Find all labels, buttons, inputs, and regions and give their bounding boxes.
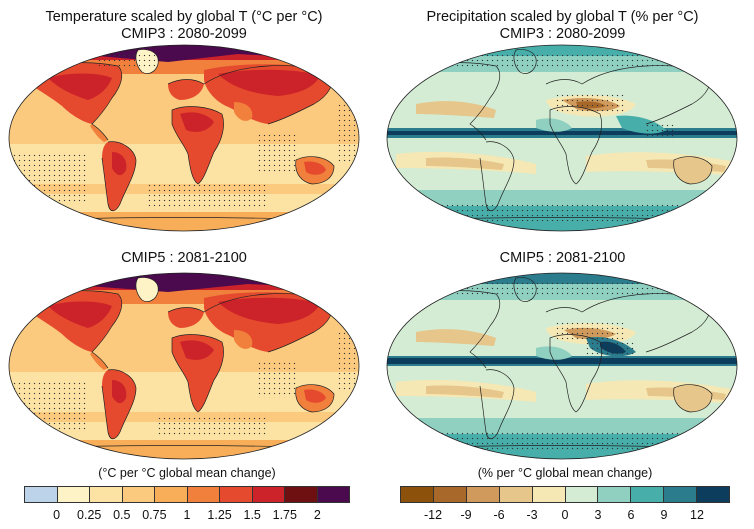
precipitation-tick-label: 3 xyxy=(594,508,602,522)
precipitation-map-cmip5 xyxy=(386,272,738,460)
temperature-title-line1: Temperature scaled by global T (°C per °… xyxy=(45,9,323,25)
temperature-tick-label: 0.5 xyxy=(113,508,131,522)
temperature-tick-label: 0 xyxy=(53,508,61,522)
temperature-colorbar-segment xyxy=(57,487,90,502)
precipitation-title-line2: CMIP3 : 2080-2099 xyxy=(499,26,626,42)
precipitation-tick-label: 9 xyxy=(660,508,668,522)
precipitation-tick-label: -9 xyxy=(460,508,472,522)
temperature-colorbar-segment xyxy=(285,487,318,502)
precipitation-tick-label: 0 xyxy=(561,508,569,522)
precipitation-colorbar-segment xyxy=(433,487,467,502)
temperature-title-line2: CMIP3 : 2080-2099 xyxy=(121,26,247,42)
temperature-panel-title: Temperature scaled by global T (°C per °… xyxy=(6,9,362,43)
temperature-tick-label: 1.25 xyxy=(207,508,232,522)
temperature-tick-label: 2 xyxy=(313,508,321,522)
precipitation-panel-title: Precipitation scaled by global T (% per … xyxy=(385,9,740,43)
precipitation-map-cmip3 xyxy=(386,44,738,232)
temperature-tick-label: 1.75 xyxy=(272,508,297,522)
temperature-colorbar-segment xyxy=(155,487,188,502)
precipitation-colorbar-segment xyxy=(664,487,698,502)
precipitation-colorbar-segment xyxy=(598,487,632,502)
temperature-colorbar-ticks: 0 0.25 0.5 0.75 1 1.25 1.5 1.75 2 xyxy=(24,508,350,522)
temperature-colorbar-segment xyxy=(252,487,285,502)
temperature-colorbar-segment xyxy=(317,487,349,502)
precipitation-tick-label: 6 xyxy=(627,508,635,522)
temperature-cmip5-title: CMIP5 : 2081-2100 xyxy=(121,250,247,266)
temperature-tick-label: 1.5 xyxy=(243,508,261,522)
temperature-colorbar-segment xyxy=(25,487,58,502)
precipitation-colorbar-segment xyxy=(631,487,665,502)
precipitation-tick-label: -3 xyxy=(526,508,538,522)
temperature-colorbar-label: (°C per °C global mean change) xyxy=(98,466,276,480)
temperature-tick-label: 0.25 xyxy=(77,508,102,522)
temperature-map-cmip5 xyxy=(8,272,360,460)
temperature-colorbar xyxy=(24,486,350,503)
precipitation-colorbar-segment xyxy=(565,487,599,502)
temperature-colorbar-segment xyxy=(220,487,253,502)
precipitation-title-line1: Precipitation scaled by global T (% per … xyxy=(426,9,699,25)
precipitation-colorbar-segment xyxy=(499,487,533,502)
temperature-colorbar-segment xyxy=(187,487,220,502)
precipitation-cmip5-title: CMIP5 : 2081-2100 xyxy=(499,250,626,266)
precipitation-tick-label: -12 xyxy=(423,508,443,522)
precipitation-colorbar-label: (% per °C global mean change) xyxy=(477,466,653,480)
precipitation-colorbar-segment xyxy=(532,487,566,502)
precipitation-colorbar-segment xyxy=(401,487,434,502)
precipitation-colorbar xyxy=(400,486,730,503)
temperature-colorbar-segment xyxy=(122,487,155,502)
temperature-map-cmip3 xyxy=(8,44,360,232)
precipitation-colorbar-segment xyxy=(466,487,500,502)
precipitation-tick-label: 12 xyxy=(690,508,704,522)
precipitation-colorbar-ticks: -12 -9 -6 -3 0 3 6 9 12 xyxy=(400,508,730,522)
precipitation-colorbar-segment xyxy=(697,487,730,502)
temperature-colorbar-segment xyxy=(90,487,123,502)
temperature-tick-label: 1 xyxy=(183,508,191,522)
precipitation-tick-label: -6 xyxy=(493,508,505,522)
temperature-tick-label: 0.75 xyxy=(142,508,167,522)
